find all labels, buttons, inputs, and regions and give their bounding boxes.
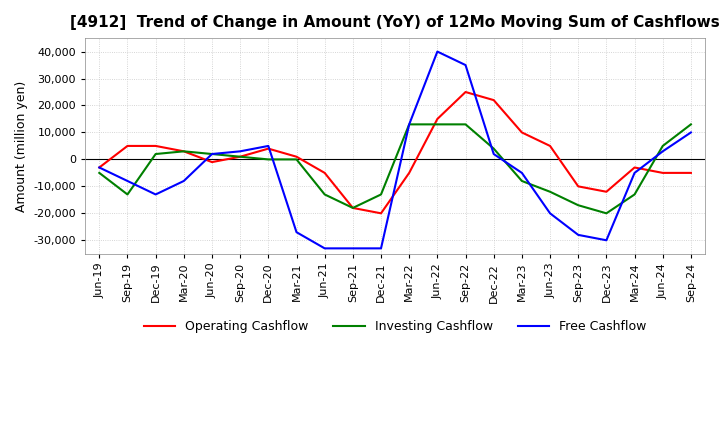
Operating Cashflow xyxy=(546,143,554,149)
Free Cashflow xyxy=(207,151,216,157)
Operating Cashflow xyxy=(377,211,385,216)
Investing Cashflow xyxy=(292,157,301,162)
Operating Cashflow xyxy=(658,170,667,176)
Free Cashflow xyxy=(630,170,639,176)
Investing Cashflow xyxy=(630,192,639,197)
Free Cashflow xyxy=(405,122,413,127)
Investing Cashflow xyxy=(546,189,554,194)
Operating Cashflow xyxy=(462,89,470,95)
Investing Cashflow xyxy=(320,192,329,197)
Operating Cashflow xyxy=(95,165,104,170)
Free Cashflow xyxy=(574,232,582,238)
Operating Cashflow xyxy=(630,165,639,170)
Investing Cashflow xyxy=(207,151,216,157)
Operating Cashflow xyxy=(490,98,498,103)
Free Cashflow xyxy=(179,178,188,183)
Investing Cashflow xyxy=(179,149,188,154)
Free Cashflow xyxy=(433,49,441,54)
Operating Cashflow xyxy=(264,146,273,151)
Free Cashflow xyxy=(546,211,554,216)
Free Cashflow xyxy=(377,246,385,251)
Investing Cashflow xyxy=(658,143,667,149)
Investing Cashflow xyxy=(602,211,611,216)
Free Cashflow xyxy=(292,230,301,235)
Title: [4912]  Trend of Change in Amount (YoY) of 12Mo Moving Sum of Cashflows: [4912] Trend of Change in Amount (YoY) o… xyxy=(71,15,720,30)
Operating Cashflow xyxy=(602,189,611,194)
Operating Cashflow xyxy=(292,154,301,159)
Investing Cashflow xyxy=(151,151,160,157)
Operating Cashflow xyxy=(574,184,582,189)
Operating Cashflow xyxy=(433,116,441,121)
Free Cashflow xyxy=(490,151,498,157)
Operating Cashflow xyxy=(405,170,413,176)
Operating Cashflow xyxy=(236,154,245,159)
Line: Operating Cashflow: Operating Cashflow xyxy=(99,92,691,213)
Investing Cashflow xyxy=(462,122,470,127)
Investing Cashflow xyxy=(490,146,498,151)
Free Cashflow xyxy=(151,192,160,197)
Free Cashflow xyxy=(602,238,611,243)
Investing Cashflow xyxy=(264,157,273,162)
Investing Cashflow xyxy=(405,122,413,127)
Free Cashflow xyxy=(348,246,357,251)
Free Cashflow xyxy=(658,149,667,154)
Operating Cashflow xyxy=(320,170,329,176)
Investing Cashflow xyxy=(687,122,696,127)
Legend: Operating Cashflow, Investing Cashflow, Free Cashflow: Operating Cashflow, Investing Cashflow, … xyxy=(139,315,652,338)
Free Cashflow xyxy=(462,62,470,68)
Investing Cashflow xyxy=(348,205,357,211)
Operating Cashflow xyxy=(348,205,357,211)
Investing Cashflow xyxy=(95,170,104,176)
Free Cashflow xyxy=(687,130,696,135)
Operating Cashflow xyxy=(518,130,526,135)
Line: Free Cashflow: Free Cashflow xyxy=(99,51,691,248)
Free Cashflow xyxy=(320,246,329,251)
Free Cashflow xyxy=(95,165,104,170)
Free Cashflow xyxy=(518,170,526,176)
Operating Cashflow xyxy=(687,170,696,176)
Free Cashflow xyxy=(236,149,245,154)
Operating Cashflow xyxy=(151,143,160,149)
Investing Cashflow xyxy=(236,154,245,159)
Line: Investing Cashflow: Investing Cashflow xyxy=(99,125,691,213)
Investing Cashflow xyxy=(377,192,385,197)
Operating Cashflow xyxy=(123,143,132,149)
Investing Cashflow xyxy=(123,192,132,197)
Free Cashflow xyxy=(264,143,273,149)
Investing Cashflow xyxy=(574,202,582,208)
Operating Cashflow xyxy=(179,149,188,154)
Investing Cashflow xyxy=(433,122,441,127)
Y-axis label: Amount (million yen): Amount (million yen) xyxy=(15,81,28,212)
Investing Cashflow xyxy=(518,178,526,183)
Free Cashflow xyxy=(123,178,132,183)
Operating Cashflow xyxy=(207,159,216,165)
